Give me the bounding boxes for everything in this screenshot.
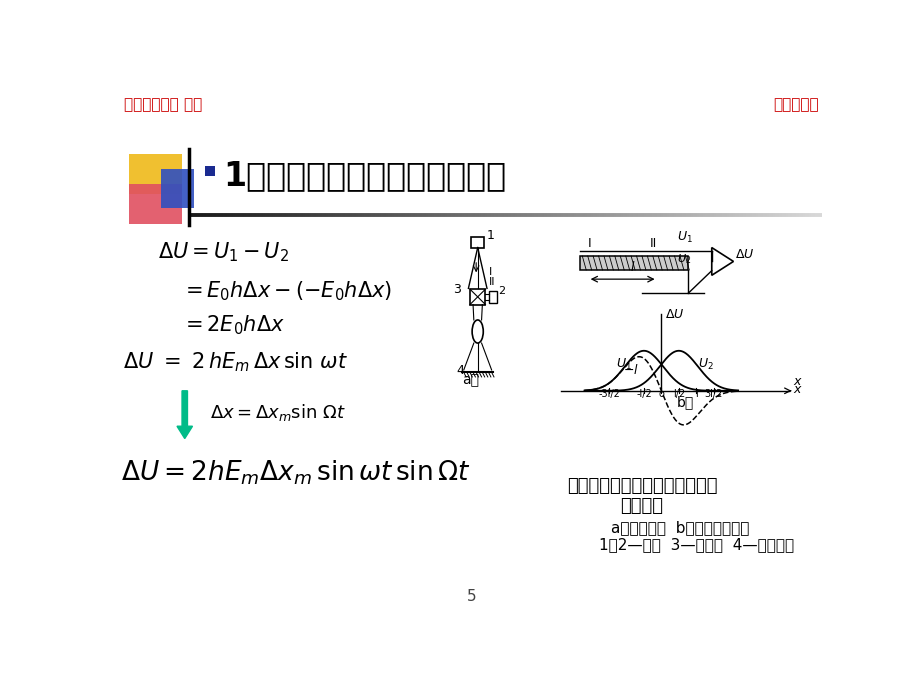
Text: 双通道差分调制式狭缝象分析器: 双通道差分调制式狭缝象分析器: [566, 477, 717, 495]
FancyArrow shape: [176, 391, 192, 439]
Text: a）光路原理  b）差分定位特性: a）光路原理 b）差分定位特性: [610, 520, 749, 535]
Text: o: o: [658, 389, 664, 399]
Text: $\Delta x = \Delta x_m \sin\,\Omega t$: $\Delta x = \Delta x_m \sin\,\Omega t$: [210, 402, 345, 424]
Text: $U_2$: $U_2$: [698, 357, 713, 372]
Text: $-l$: $-l$: [622, 363, 638, 377]
Text: -3l/2: -3l/2: [597, 389, 619, 399]
Text: $\Delta U = 2hE_m\Delta x_m\,\sin\omega t\,\sin\Omega t$: $\Delta U = 2hE_m\Delta x_m\,\sin\omega …: [121, 459, 471, 487]
Text: 南京理工大学 何勇: 南京理工大学 何勇: [124, 97, 202, 112]
Text: l/2: l/2: [672, 389, 684, 399]
Text: -l/2: -l/2: [635, 389, 651, 399]
Text: b）: b）: [676, 395, 693, 409]
Text: $U_1$: $U_1$: [616, 357, 631, 372]
Text: l: l: [694, 389, 697, 399]
Bar: [470, 289, 485, 304]
Text: $x$: $x$: [792, 383, 802, 396]
Text: $= E_0 h\Delta x - (-E_0 h\Delta x)$: $= E_0 h\Delta x - (-E_0 h\Delta x)$: [181, 279, 391, 303]
Text: $\Delta U = U_1 - U_2$: $\Delta U = U_1 - U_2$: [157, 241, 289, 264]
Text: 1、2—狭缝  3—分束镜  4—被测线纹: 1、2—狭缝 3—分束镜 4—被测线纹: [598, 538, 794, 553]
Text: $l$: $l$: [630, 260, 635, 275]
Polygon shape: [711, 248, 732, 275]
Bar: [471, 237, 483, 248]
Text: 1: 1: [486, 229, 494, 242]
Text: 非相干检测: 非相干检测: [772, 97, 818, 112]
Bar: [205, 166, 215, 176]
Text: a）: a）: [461, 373, 479, 387]
Text: 3l/2: 3l/2: [704, 389, 722, 399]
Text: $U_1$: $U_1$: [676, 230, 692, 245]
Text: II: II: [649, 237, 656, 250]
Text: 3: 3: [452, 283, 460, 296]
Bar: [129, 184, 181, 224]
Bar: [579, 256, 687, 270]
Text: 1．双通道差分调制式像分析器: 1．双通道差分调制式像分析器: [223, 159, 506, 192]
Text: II: II: [488, 277, 494, 286]
Text: $\Delta U\ =\ 2\,hE_{m}\,\Delta x\,\sin\,\omega t$: $\Delta U\ =\ 2\,hE_{m}\,\Delta x\,\sin\…: [122, 351, 347, 375]
Text: 工作原理: 工作原理: [619, 497, 663, 515]
Bar: [162, 169, 194, 208]
Text: 5: 5: [466, 589, 476, 604]
Ellipse shape: [471, 320, 482, 343]
Text: I: I: [587, 237, 591, 250]
Text: $U_2$: $U_2$: [676, 253, 690, 266]
Bar: [489, 290, 496, 303]
Text: $= 2E_0 h\Delta x$: $= 2E_0 h\Delta x$: [181, 314, 285, 337]
Text: I: I: [488, 267, 492, 277]
Bar: [129, 154, 181, 194]
Text: 4: 4: [456, 364, 463, 377]
Text: $x$: $x$: [792, 375, 802, 388]
Text: 2: 2: [498, 286, 505, 296]
Text: $\Delta U$: $\Delta U$: [734, 248, 754, 261]
Text: $\Delta U$: $\Delta U$: [664, 308, 684, 321]
